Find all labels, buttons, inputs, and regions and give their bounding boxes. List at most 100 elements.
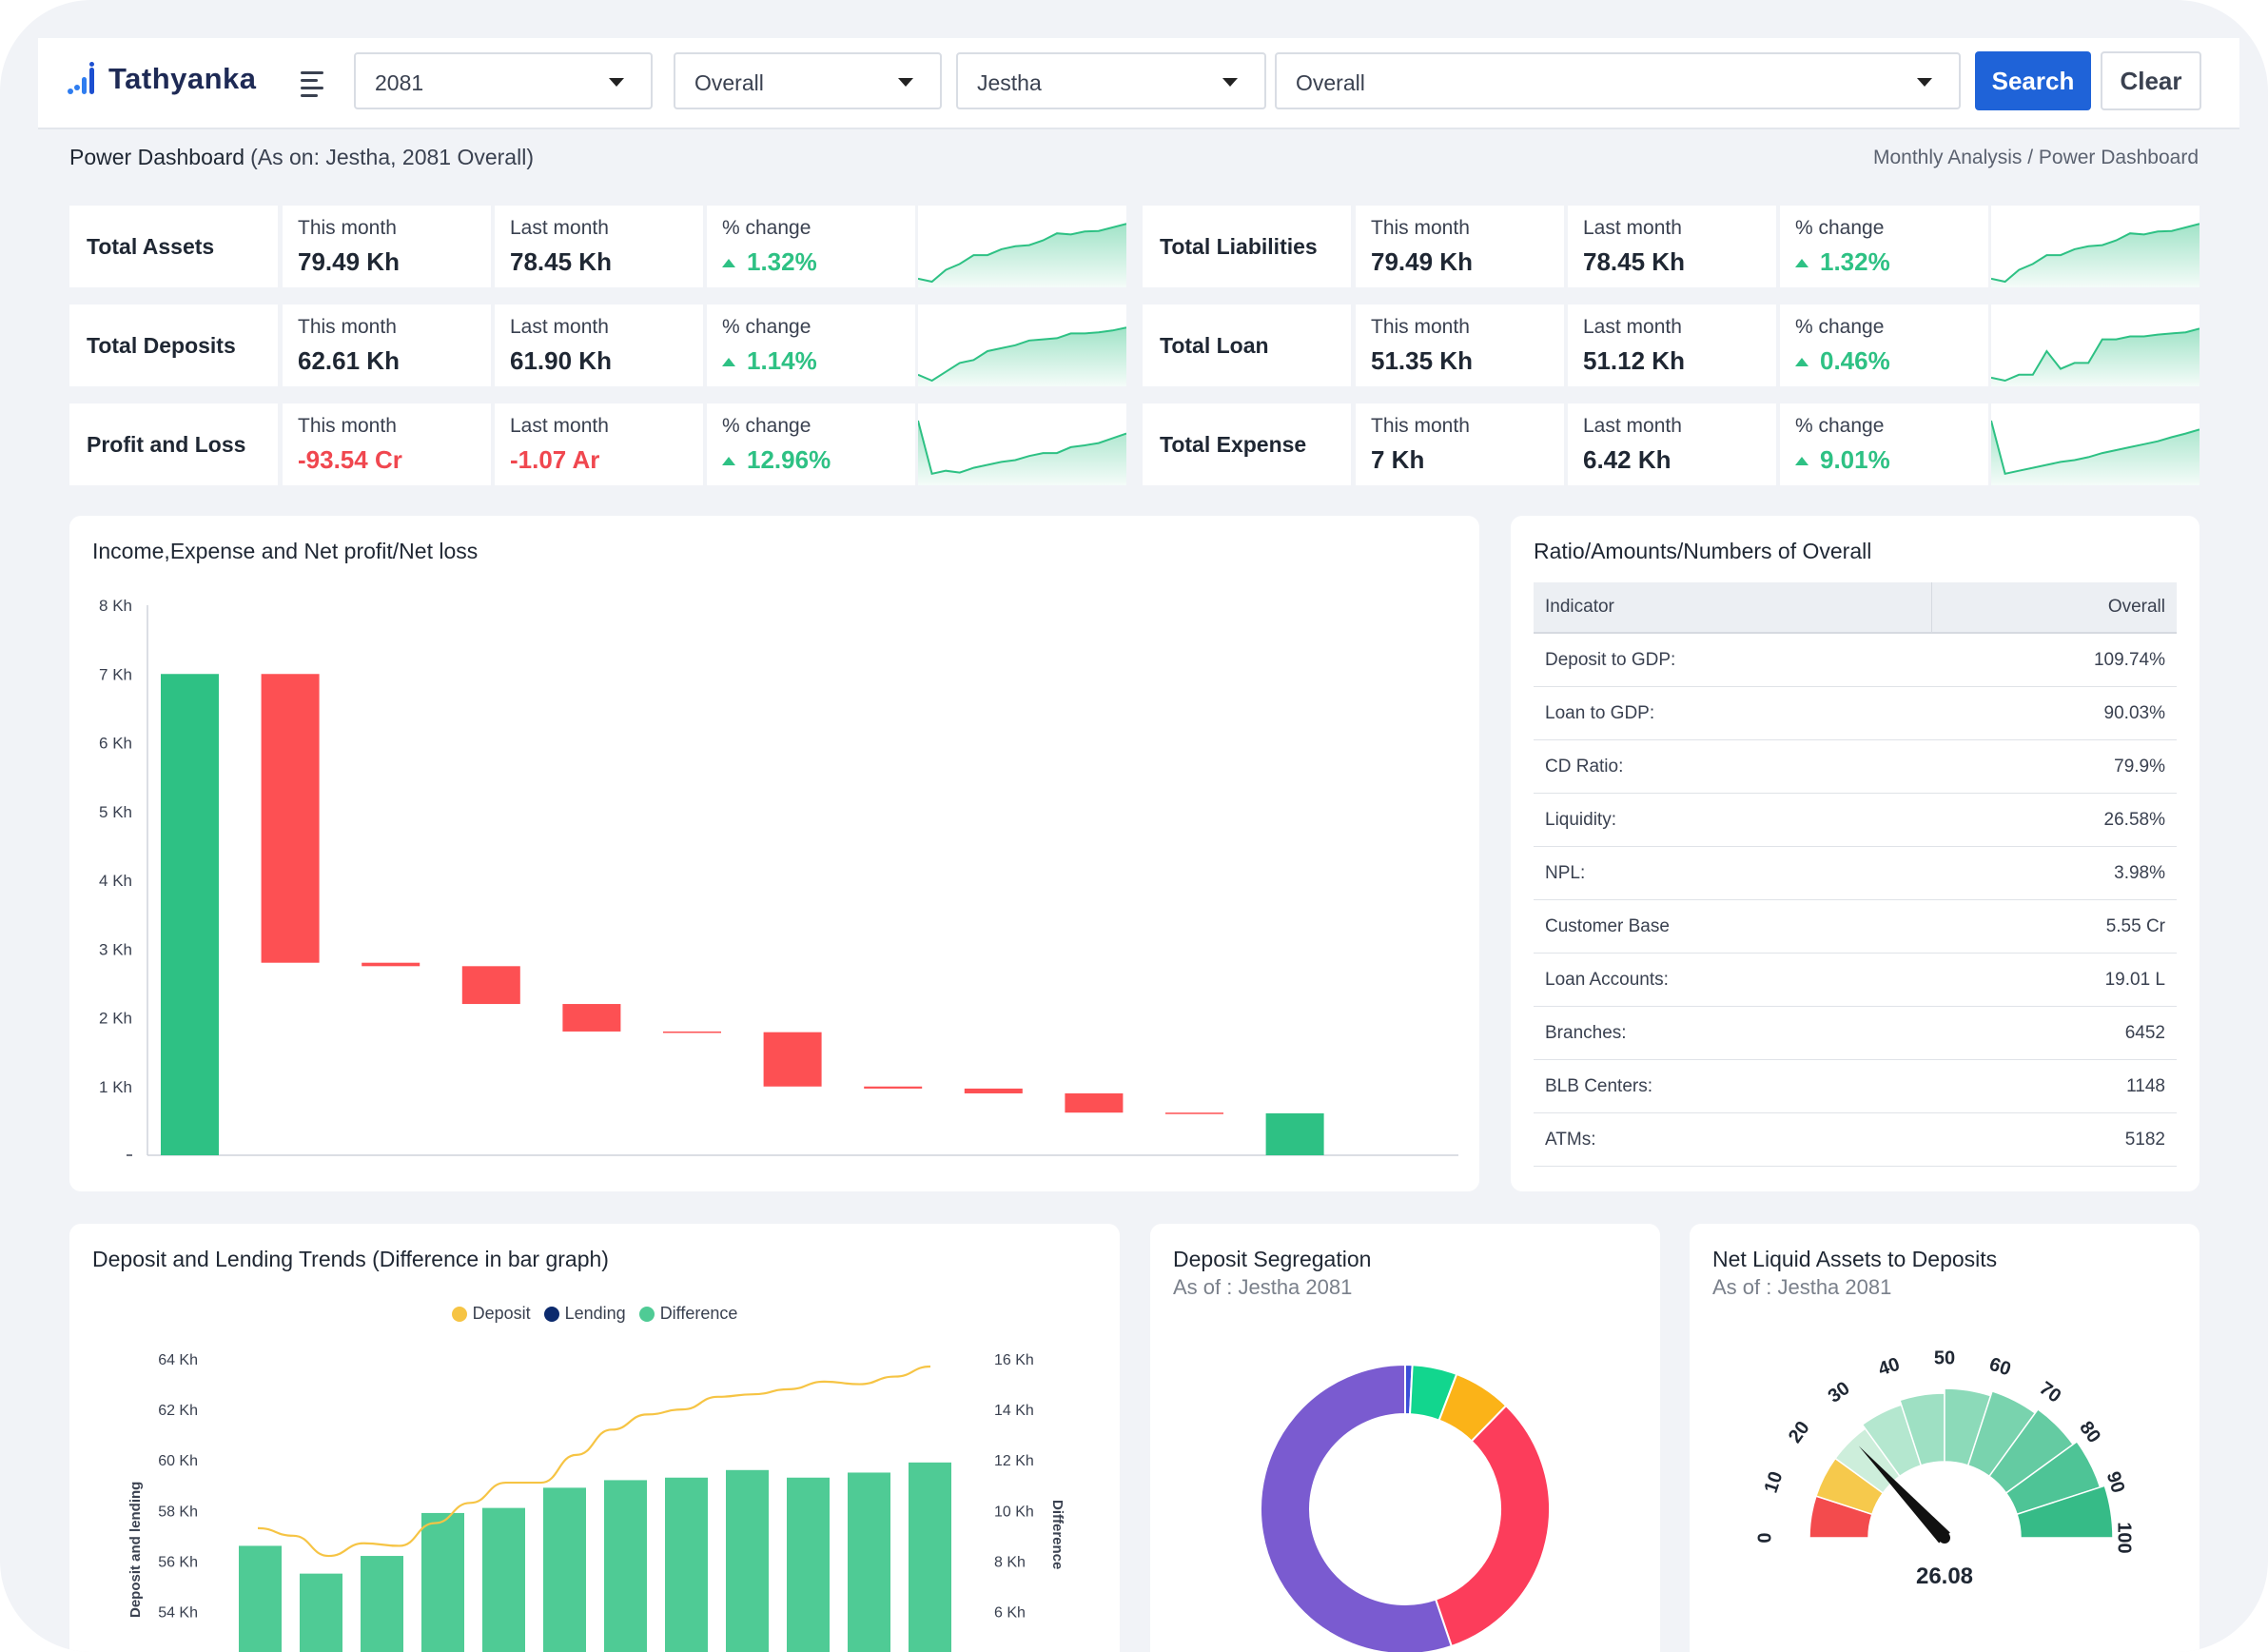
left-tick-label: 62 Kh bbox=[158, 1403, 198, 1419]
overall-cell: 5182 bbox=[1931, 1112, 2177, 1167]
table-row: Branches: 6452 bbox=[1534, 1006, 2177, 1060]
segregation-asof: As of : Jestha 2081 bbox=[1173, 1275, 1353, 1299]
region-select[interactable]: Overall bbox=[1275, 52, 1961, 109]
kpi-label: Last month bbox=[1583, 217, 1682, 239]
kpi-value: -93.54 Cr bbox=[298, 445, 402, 474]
kpi-change-value: 0.46% bbox=[1795, 346, 1890, 376]
gauge-tick-label: 60 bbox=[1986, 1354, 2013, 1381]
overall-header[interactable]: Overall bbox=[1931, 582, 2177, 634]
indicator-header[interactable]: Indicator bbox=[1534, 582, 1933, 634]
sparkline-line bbox=[1990, 420, 2200, 475]
y-tick-label: 6 Kh bbox=[99, 735, 132, 753]
left-axis-label: Deposit and lending bbox=[127, 1482, 144, 1618]
gauge-asof: As of : Jestha 2081 bbox=[1712, 1275, 1892, 1299]
ratio-card: Ratio/Amounts/Numbers of Overall Indicat… bbox=[1511, 516, 2200, 1191]
legend-item-deposit[interactable]: Deposit bbox=[451, 1304, 531, 1324]
kpi-value: 78.45 Kh bbox=[1583, 247, 1685, 276]
difference-bar bbox=[300, 1573, 342, 1652]
kpi-label: Last month bbox=[510, 316, 609, 338]
overall-cell: 79.9% bbox=[1931, 739, 2177, 794]
legend-item-lending[interactable]: Lending bbox=[543, 1304, 626, 1324]
gauge-tick-label: 30 bbox=[1825, 1378, 1854, 1407]
kpi-label: This month bbox=[298, 217, 397, 239]
indicator-cell: Branches: bbox=[1534, 1006, 1932, 1060]
table-row: Deposit to GDP: 109.74% bbox=[1534, 633, 2177, 687]
y-tick-label: 8 Kh bbox=[99, 597, 132, 615]
page-subtitle: (As on: Jestha, 2081 Overall) bbox=[250, 145, 534, 169]
kpi-change-value: 1.32% bbox=[722, 247, 817, 277]
left-tick-label: 60 Kh bbox=[158, 1453, 198, 1469]
sparkline-area bbox=[1991, 224, 2200, 287]
legend-item-difference[interactable]: Difference bbox=[638, 1304, 737, 1324]
indicator-cell: CD Ratio: bbox=[1534, 739, 1932, 794]
app-logo[interactable]: Tathyanka bbox=[67, 55, 257, 103]
kpi-name-cell: Profit and Loss bbox=[69, 403, 278, 485]
kpi-sparkline bbox=[1990, 305, 2200, 386]
scope-select[interactable]: Overall bbox=[674, 52, 942, 109]
kpi-change-value: 1.14% bbox=[722, 346, 817, 376]
difference-bar bbox=[848, 1472, 890, 1652]
chevron-down-icon bbox=[609, 78, 624, 87]
overall-cell: 90.03% bbox=[1931, 686, 2177, 740]
year-select[interactable]: 2081 bbox=[354, 52, 653, 109]
sparkline-area bbox=[918, 327, 1126, 386]
income-expense-chart: 8 Kh 7 Kh 6 Kh 5 Kh 4 Kh 3 Kh 2 Kh 1 Kh bbox=[99, 597, 1458, 1156]
kpi-change: % change 12.96% bbox=[707, 403, 915, 485]
table-row: CD Ratio: 79.9% bbox=[1534, 739, 2177, 794]
kpi-value: 51.12 Kh bbox=[1583, 346, 1685, 375]
kpi-last-month: Last month 61.90 Kh bbox=[495, 305, 703, 386]
overall-cell: 3.98% bbox=[1931, 846, 2177, 900]
kpi-sparkline bbox=[917, 305, 1127, 386]
kpi-name-cell: Total Assets bbox=[69, 206, 278, 287]
arrow-up-icon bbox=[1795, 457, 1809, 465]
y-tick-label: 3 Kh bbox=[99, 940, 132, 958]
kpi-this-month: This month -93.54 Cr bbox=[283, 403, 491, 485]
kpi-label: % change bbox=[722, 217, 811, 239]
gauge-band bbox=[2016, 1485, 2114, 1539]
sparkline-area bbox=[1991, 328, 2200, 386]
breadcrumb[interactable]: Monthly Analysis / Power Dashboard bbox=[1873, 147, 2199, 168]
kpi-change-text: 9.01% bbox=[1820, 445, 1890, 474]
right-tick-label: 10 Kh bbox=[994, 1504, 1034, 1520]
kpi-this-month: This month 7 Kh bbox=[1356, 403, 1564, 485]
left-tick-label: 58 Kh bbox=[158, 1504, 198, 1520]
sparkline-line bbox=[1990, 223, 2200, 284]
indicator-cell: Loan Accounts: bbox=[1534, 953, 1932, 1007]
kpi-change-value: 12.96% bbox=[722, 445, 831, 475]
trend-card: Deposit and Lending Trends (Difference i… bbox=[69, 1224, 1120, 1652]
y-tick-label: 4 Kh bbox=[99, 872, 132, 890]
waterfall-bar bbox=[362, 962, 420, 967]
waterfall-bar bbox=[1165, 1112, 1223, 1114]
indicator-cell: BLB Centers: bbox=[1534, 1059, 1932, 1113]
kpi-label: This month bbox=[1371, 415, 1470, 437]
y-tick-label: 1 Kh bbox=[99, 1078, 132, 1096]
kpi-label: % change bbox=[722, 316, 811, 338]
gauge-tick-label: 100 bbox=[2114, 1522, 2135, 1553]
sparkline-area bbox=[918, 421, 1126, 485]
kpi-label: % change bbox=[1795, 316, 1885, 338]
sparkline-area bbox=[918, 224, 1126, 287]
kpi-this-month: This month 51.35 Kh bbox=[1356, 305, 1564, 386]
kpi-change-text: 0.46% bbox=[1820, 346, 1890, 375]
sparkline-chart bbox=[917, 326, 1127, 386]
waterfall-bar bbox=[562, 1004, 621, 1032]
difference-bar bbox=[604, 1480, 647, 1652]
y-tick-label: 7 Kh bbox=[99, 665, 132, 683]
arrow-up-icon bbox=[722, 358, 735, 366]
waterfall-bar bbox=[1065, 1092, 1124, 1113]
search-button[interactable]: Search bbox=[1975, 51, 2091, 110]
sparkline-line bbox=[917, 420, 1127, 475]
clear-button[interactable]: Clear bbox=[2101, 51, 2201, 110]
waterfall-bar bbox=[763, 1032, 822, 1087]
kpi-last-month: Last month -1.07 Ar bbox=[495, 403, 703, 485]
table-row: Loan Accounts: 19.01 L bbox=[1534, 953, 2177, 1007]
month-select[interactable]: Jestha bbox=[956, 52, 1266, 109]
kpi-name-cell: Total Loan bbox=[1143, 305, 1351, 386]
page-title: Power Dashboard (As on: Jestha, 2081 Over… bbox=[69, 145, 534, 169]
sparkline-line bbox=[917, 326, 1127, 383]
kpi-value: 6.42 Kh bbox=[1583, 445, 1672, 474]
kpi-label: Last month bbox=[510, 217, 609, 239]
arrow-up-icon bbox=[1795, 358, 1809, 366]
menu-toggle-icon[interactable] bbox=[301, 67, 329, 97]
kpi-label: Last month bbox=[510, 415, 609, 437]
